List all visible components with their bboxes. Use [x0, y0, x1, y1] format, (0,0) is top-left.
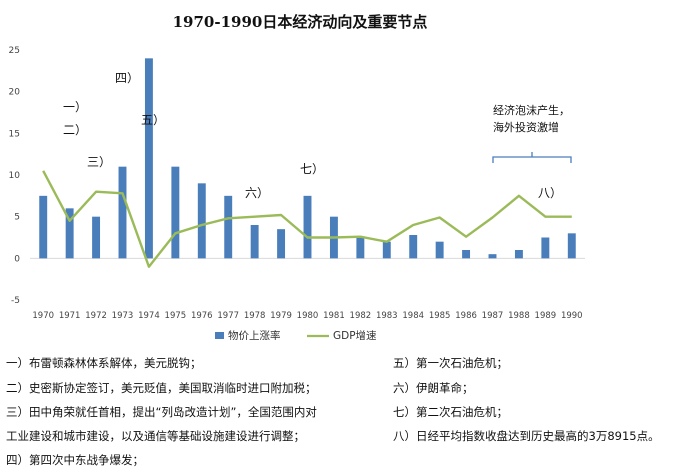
note-right-1: 五）第一次石油危机； [393, 356, 508, 370]
x-tick-label: 1974 [138, 311, 160, 321]
chart-title: 1970-1990日本经济动向及重要节点 [173, 13, 428, 31]
annotation-4: 四） [115, 71, 139, 85]
note-right-4: 八）日经平均指数收盘达到历史最高的3万8915点。 [393, 429, 660, 443]
note-bracket [492, 152, 572, 163]
x-tick-label: 1970 [32, 311, 54, 321]
x-tick-label: 1980 [297, 311, 319, 321]
note-left-3: 三）田中角荣就任首相，提出“列岛改造计划”，全国范围内对 [6, 405, 317, 419]
x-tick-label: 1988 [508, 311, 530, 321]
bar-1979 [277, 229, 286, 259]
note-right-3: 七）第二次石油危机； [393, 405, 508, 419]
x-tick-label: 1984 [402, 311, 424, 321]
note-left-5: 四）第四次中东战争爆发； [6, 453, 144, 467]
x-tick-label: 1979 [270, 311, 292, 321]
gdp-line [42, 170, 572, 268]
x-tick-label: 1978 [244, 311, 266, 321]
x-tick-label: 1977 [217, 311, 239, 321]
y-tick-label: 0 [14, 254, 20, 264]
bar-1990 [567, 233, 576, 259]
annotation-7: 七） [300, 162, 324, 176]
x-tick-label: 1985 [429, 311, 451, 321]
x-tick-label: 1987 [482, 311, 504, 321]
bar-1989 [541, 237, 550, 259]
note-left-2: 二）史密斯协定签订，美元贬值，美国取消临时进口附加税； [6, 381, 317, 395]
note-line-2: 海外投资激增 [493, 120, 559, 134]
bar-1975 [171, 166, 180, 259]
bar-1988 [514, 250, 523, 259]
bar-1983 [382, 241, 391, 259]
x-tick-label: 1971 [59, 311, 81, 321]
note-left-4: 工业建设和城市建设，以及通信等基础设施建设进行调整； [6, 429, 305, 443]
bar-series [39, 58, 576, 259]
bar-1973 [118, 166, 127, 259]
x-tick-label: 1986 [455, 311, 477, 321]
y-tick-label: -5 [11, 296, 20, 306]
bar-1978 [250, 225, 259, 259]
y-tick-label: 10 [9, 171, 21, 181]
annotation-2: 二） [63, 123, 87, 137]
y-tick-label: 25 [9, 46, 20, 56]
bar-1971 [65, 208, 74, 259]
note-right-2: 六）伊朗革命； [393, 381, 474, 395]
annotation-5: 五） [141, 113, 165, 127]
x-tick-label: 1975 [165, 311, 187, 321]
bar-1986 [462, 250, 471, 259]
legend-bar-label: 物价上涨率 [228, 329, 281, 340]
bar-1984 [409, 235, 418, 259]
x-tick-label: 1990 [561, 311, 583, 321]
annotation-3: 三） [87, 155, 111, 169]
annotation-8: 八） [538, 186, 562, 200]
y-tick-label: 20 [9, 88, 21, 98]
x-axis-ticks: 1970 1971 1972 1973 1974 1975 1976 1977 1978 1979… [32, 311, 582, 321]
x-tick-label: 1972 [85, 311, 107, 321]
y-axis-ticks: -5 0 5 10 15 20 25 [9, 46, 585, 306]
x-tick-label: 1989 [535, 311, 557, 321]
x-tick-label: 1981 [323, 311, 345, 321]
bar-1976 [197, 183, 206, 259]
bar-1972 [92, 216, 101, 259]
note-line-1: 经济泡沫产生， [493, 103, 570, 117]
bar-1970 [39, 195, 48, 259]
bar-1974 [144, 58, 153, 259]
bar-1987 [488, 254, 497, 259]
bar-1980 [303, 195, 312, 259]
y-tick-label: 5 [14, 213, 20, 223]
bar-1982 [356, 237, 365, 259]
x-tick-label: 1982 [350, 311, 372, 321]
x-tick-label: 1973 [112, 311, 134, 321]
annotation-1: 一） [63, 100, 87, 114]
bar-1977 [224, 195, 233, 259]
line-series [42, 170, 572, 268]
legend-line-label: GDP增速 [333, 329, 377, 340]
annotation-6: 六） [245, 186, 269, 200]
x-tick-label: 1983 [376, 311, 398, 321]
bar-1985 [435, 241, 444, 259]
legend-bar-swatch [215, 332, 224, 339]
note-left-1: 一）布雷顿森林体系解体，美元脱钩； [6, 356, 202, 370]
x-tick-label: 1976 [191, 311, 213, 321]
y-tick-label: 15 [9, 129, 20, 139]
